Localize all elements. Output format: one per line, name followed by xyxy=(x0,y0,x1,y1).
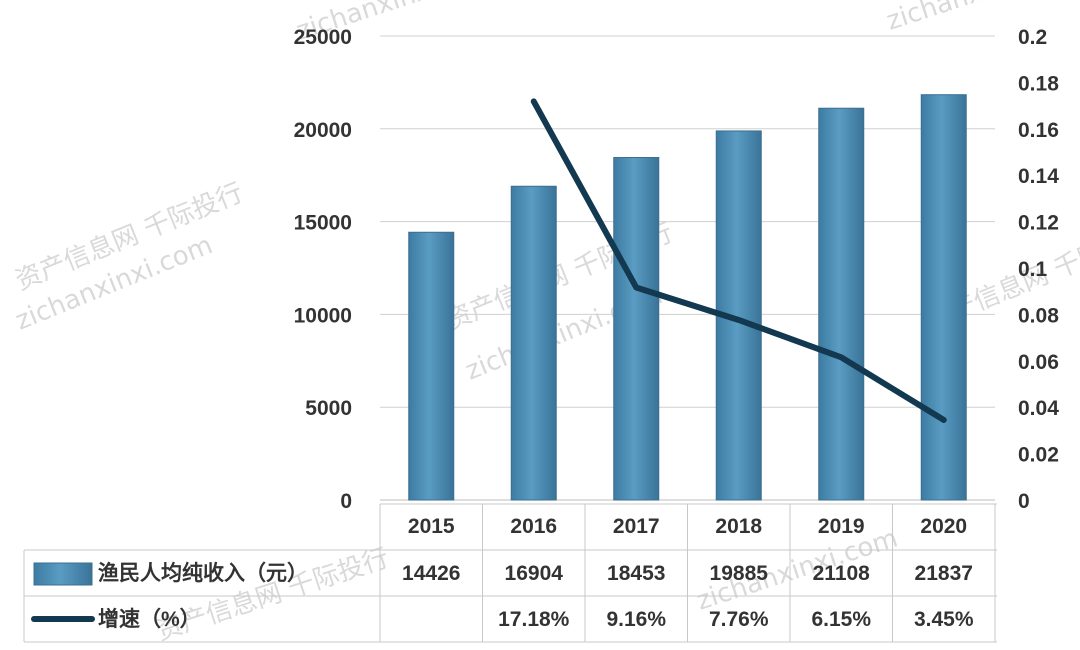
right-axis-tick-label: 0.14 xyxy=(1018,165,1059,188)
bar-series xyxy=(408,94,967,501)
line-series xyxy=(530,98,947,423)
right-axis-ticks: 0.2 0.18 0.16 0.14 0.12 0.1 0.08 0.06 0.04 0.02 0 xyxy=(1018,26,1059,513)
bar-2019 xyxy=(818,107,865,501)
x-axis-category-label: 2015 xyxy=(408,515,455,538)
left-axis-tick-label: 5000 xyxy=(305,397,352,420)
left-axis-tick-label: 10000 xyxy=(294,304,352,327)
right-axis-tick-label: 0.02 xyxy=(1018,444,1059,467)
table-cell-growth: 9.16% xyxy=(606,608,666,631)
table-cell-growth: 6.15% xyxy=(811,608,871,631)
bar-2017 xyxy=(613,157,660,501)
right-axis-tick-label: 0.08 xyxy=(1018,304,1059,327)
right-axis-tick-label: 0.06 xyxy=(1018,351,1059,374)
left-axis-tick-label: 25000 xyxy=(294,26,352,49)
right-axis-tick-label: 0.12 xyxy=(1018,212,1059,235)
table-cell-income: 18453 xyxy=(607,562,665,585)
left-axis-tick-label: 20000 xyxy=(294,119,352,142)
right-axis-tick-label: 0.04 xyxy=(1018,397,1059,420)
table-cell-income: 19885 xyxy=(710,562,769,585)
gridlines xyxy=(380,35,995,501)
x-axis-category-label: 2016 xyxy=(510,515,557,538)
right-axis-tick-label: 0 xyxy=(1018,490,1030,513)
table-cell-income: 21108 xyxy=(813,562,871,585)
right-axis-tick-label: 0.1 xyxy=(1018,258,1048,281)
table-cell-income: 21837 xyxy=(915,562,973,585)
table-cell-growth: 3.45% xyxy=(914,608,974,631)
legend-bar-swatch xyxy=(33,562,93,586)
watermark-text: zichanxinxi.com xyxy=(883,0,1080,37)
table-cell-growth: 17.18% xyxy=(498,608,570,631)
bar-2020 xyxy=(920,94,967,501)
x-axis-category-label: 2017 xyxy=(613,515,660,538)
watermark-text: 资产信息网 千际投行 xyxy=(153,543,393,646)
left-axis-tick-label: 0 xyxy=(340,490,352,513)
left-axis-ticks: 25000 20000 15000 10000 5000 0 xyxy=(294,26,352,513)
right-axis-tick-label: 0.18 xyxy=(1018,72,1059,95)
x-axis-category-label: 2019 xyxy=(818,515,865,538)
right-axis-tick-label: 0.2 xyxy=(1018,26,1047,49)
x-axis-category-label: 2018 xyxy=(715,515,762,538)
table-cell-income: 16904 xyxy=(505,562,564,585)
legend-bar-label: 渔民人均纯收入（元） xyxy=(98,561,308,585)
bar-2015 xyxy=(408,231,455,501)
left-axis-tick-label: 15000 xyxy=(294,212,352,235)
table-cell-growth: 7.76% xyxy=(709,608,769,631)
right-axis-tick-label: 0.16 xyxy=(1018,119,1059,142)
data-table: 2015 2016 2017 2018 2019 2020 渔民人均纯收入（元） 14426 1… xyxy=(23,503,997,643)
legend-line-label: 增速（%） xyxy=(98,607,201,631)
table-cell-income: 14426 xyxy=(402,562,460,585)
x-axis-category-label: 2020 xyxy=(920,515,967,538)
bar-2016 xyxy=(510,185,557,501)
